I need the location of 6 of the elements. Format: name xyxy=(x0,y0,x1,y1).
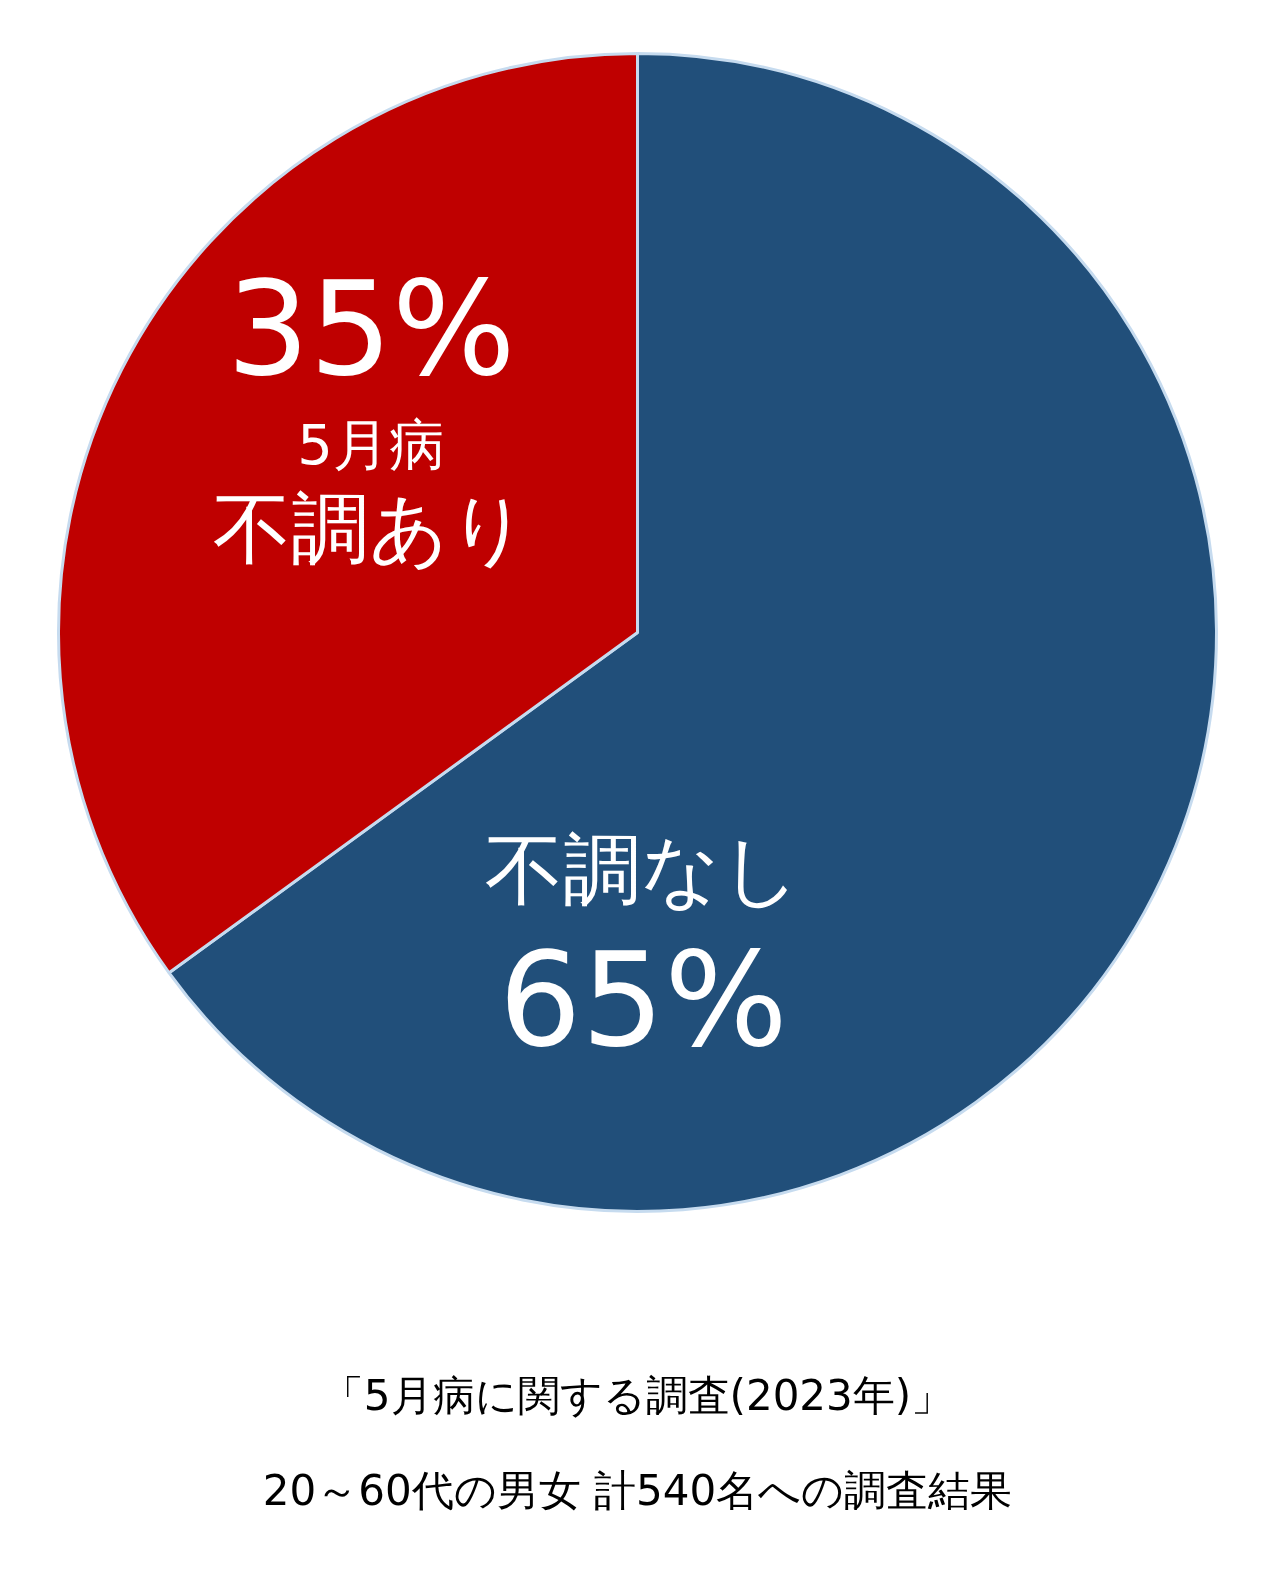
data-label: 65% xyxy=(498,923,788,1076)
slice-label: 5月病不調あり xyxy=(213,412,530,574)
text: 「5月病に関する調査(2023年)」 xyxy=(321,1371,954,1420)
slice-label: 不調なし xyxy=(485,824,802,915)
text: 20～60代の男女 計540名への調査結果 xyxy=(262,1466,1013,1515)
data-label: 35% xyxy=(226,252,516,405)
